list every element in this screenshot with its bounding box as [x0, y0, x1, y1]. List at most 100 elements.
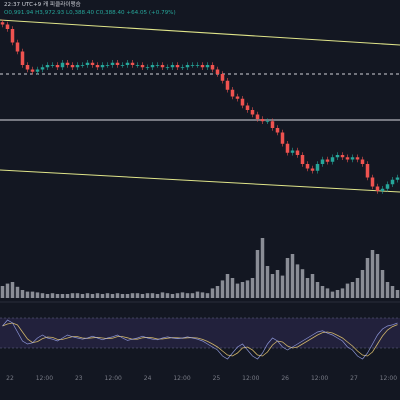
- volume-bar: [360, 270, 365, 298]
- candle-body: [10, 29, 15, 43]
- volume-bar: [155, 294, 160, 298]
- candle-body: [220, 74, 225, 81]
- candle-body: [305, 164, 310, 169]
- volume-bar: [130, 293, 135, 298]
- volume-bar: [10, 282, 15, 298]
- candle-body: [360, 159, 365, 164]
- candle-body: [235, 96, 240, 99]
- candle-body: [125, 62, 130, 65]
- volume-bar: [160, 292, 165, 298]
- volume-bar: [295, 264, 300, 298]
- volume-bar: [115, 293, 120, 298]
- candle-body: [265, 121, 270, 123]
- candle-body: [280, 132, 285, 144]
- volume-bar: [285, 258, 290, 298]
- volume-bar: [100, 294, 105, 298]
- candle-body: [290, 150, 295, 153]
- candle-body: [170, 65, 175, 68]
- candle-body: [85, 62, 90, 65]
- x-tick-label: 12:00: [104, 375, 122, 382]
- volume-bar: [80, 294, 85, 298]
- volume-bar: [225, 274, 230, 298]
- candle-body: [255, 114, 260, 119]
- volume-layer: [0, 238, 400, 298]
- x-tick-label: 22: [6, 375, 14, 382]
- candle-body: [325, 159, 330, 162]
- volume-bar: [150, 293, 155, 298]
- volume-bar: [335, 290, 340, 298]
- candle-body: [155, 65, 160, 66]
- x-tick-label: 12:00: [173, 375, 191, 382]
- volume-bar: [200, 292, 205, 298]
- candle-body: [20, 51, 25, 65]
- candle-body: [5, 24, 10, 29]
- candle-body: [275, 128, 280, 133]
- candle-body: [310, 168, 315, 171]
- x-tick-label: 25: [212, 375, 221, 382]
- volume-bar: [230, 278, 235, 298]
- ohlc-values: O0,991.94 H3,972.93 L0,388.40 C0,388.40 …: [4, 10, 176, 16]
- candle-body: [180, 67, 185, 69]
- volume-bar: [300, 269, 305, 298]
- candle-body: [110, 62, 115, 65]
- candle-body: [365, 164, 370, 178]
- volume-bar: [245, 280, 250, 298]
- volume-bar: [20, 290, 25, 298]
- candle-body: [345, 157, 350, 160]
- volume-bar: [45, 294, 50, 298]
- volume-bar: [165, 293, 170, 298]
- candle-body: [260, 119, 265, 122]
- volume-bar: [265, 266, 270, 298]
- trendline-upper: [0, 19, 400, 46]
- volume-bar: [185, 293, 190, 298]
- x-tick-label: 12:00: [379, 375, 398, 382]
- volume-bar: [255, 250, 260, 298]
- x-tick-label: 12:00: [35, 375, 54, 382]
- x-tick-label: 27: [350, 375, 358, 382]
- volume-bar: [275, 270, 280, 298]
- candle-body: [55, 65, 60, 68]
- volume-bar: [340, 288, 345, 298]
- volume-bar: [5, 283, 10, 298]
- volume-bar: [215, 286, 220, 298]
- candle-body: [330, 157, 335, 162]
- volume-bar: [105, 293, 110, 298]
- volume-bar: [290, 254, 295, 298]
- trendline-lower: [0, 169, 400, 193]
- volume-bar: [260, 238, 265, 298]
- header-time: 22:37 UTC+9 캐 피클라이맹슴: [4, 2, 81, 8]
- candle-body: [285, 143, 290, 153]
- candle-body: [250, 110, 255, 115]
- volume-bar: [125, 294, 130, 298]
- volume-bar: [315, 282, 320, 298]
- candle-body: [245, 105, 250, 110]
- candle-body: [130, 62, 135, 65]
- candle-body: [340, 155, 345, 158]
- volume-bar: [320, 286, 325, 298]
- x-tick-label: 12:00: [242, 375, 260, 382]
- candle-body: [135, 65, 140, 66]
- candle-body: [195, 65, 200, 66]
- candle-body: [385, 184, 390, 189]
- candles-layer: [0, 19, 400, 194]
- candle-body: [150, 65, 155, 68]
- candle-body: [355, 157, 360, 160]
- volume-bar: [205, 293, 210, 298]
- volume-bar: [330, 291, 335, 298]
- volume-bar: [120, 294, 125, 298]
- candle-body: [145, 67, 150, 69]
- trendlines-layer: [0, 19, 400, 193]
- candle-body: [225, 80, 230, 90]
- volume-bar: [280, 275, 285, 298]
- volume-bar: [140, 294, 145, 298]
- volume-bar: [95, 293, 100, 298]
- candle-body: [100, 65, 105, 68]
- candle-body: [270, 121, 275, 128]
- volume-bar: [35, 292, 40, 298]
- volume-bar: [390, 286, 395, 298]
- volume-bar: [40, 293, 45, 298]
- volume-bar: [65, 294, 70, 298]
- volume-bar: [210, 288, 215, 298]
- oscillator-main-line: [2, 319, 398, 360]
